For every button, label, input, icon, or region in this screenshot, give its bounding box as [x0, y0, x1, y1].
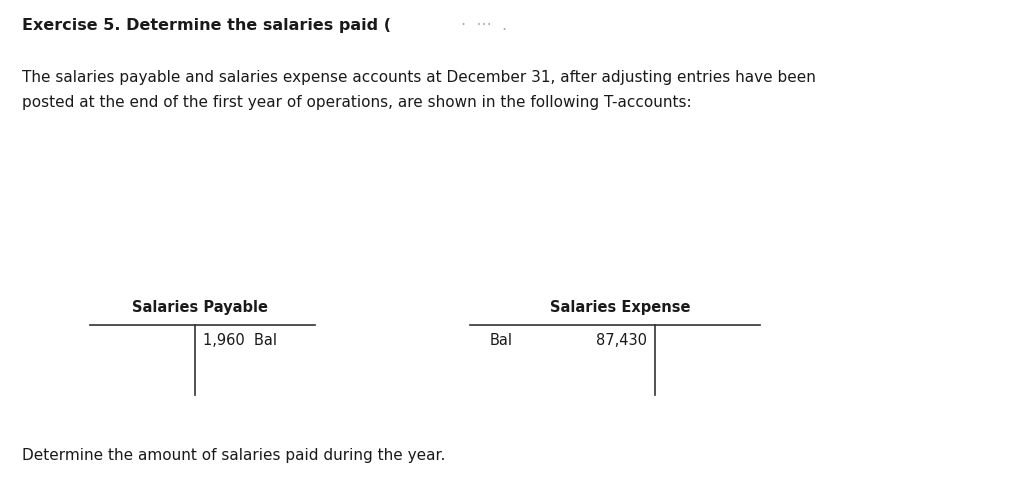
Text: ·  ···  .: · ··· . [461, 18, 507, 33]
Text: 1,960  Bal: 1,960 Bal [203, 333, 277, 348]
Text: Exercise 5. Determine the salaries paid (: Exercise 5. Determine the salaries paid … [22, 18, 391, 33]
Text: posted at the end of the first year of operations, are shown in the following T-: posted at the end of the first year of o… [22, 95, 692, 110]
Text: Salaries Payable: Salaries Payable [132, 300, 268, 315]
Text: Bal: Bal [490, 333, 513, 348]
Text: Determine the amount of salaries paid during the year.: Determine the amount of salaries paid du… [22, 448, 446, 463]
Text: The salaries payable and salaries expense accounts at December 31, after adjusti: The salaries payable and salaries expens… [22, 70, 816, 85]
Text: 87,430: 87,430 [596, 333, 647, 348]
Text: Salaries Expense: Salaries Expense [550, 300, 691, 315]
